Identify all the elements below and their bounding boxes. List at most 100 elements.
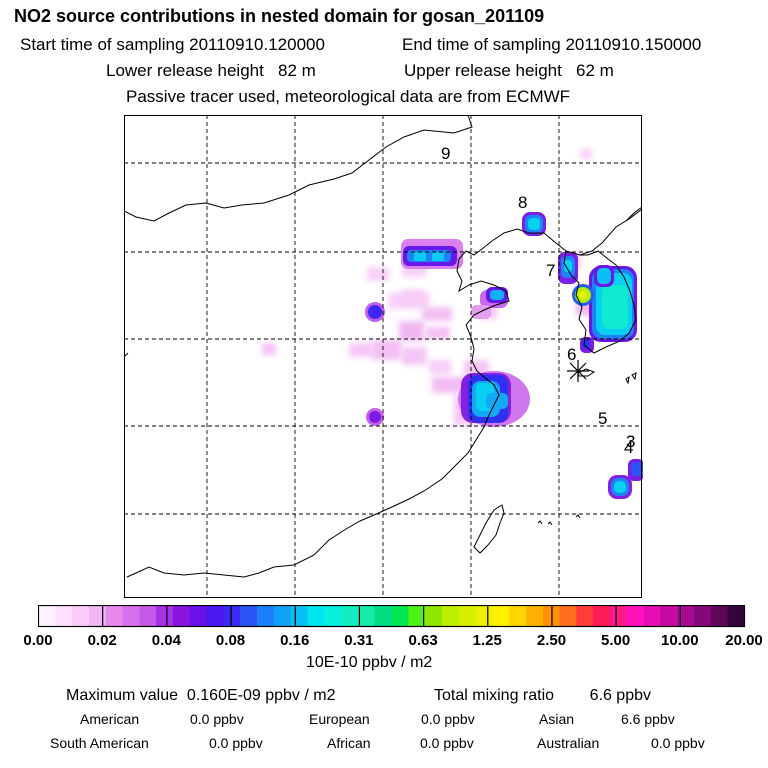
plume-shandong — [490, 290, 504, 300]
map-label-5: 5 — [598, 409, 607, 428]
island-jeju — [577, 368, 596, 377]
colorbar-tick-label: 0.63 — [408, 632, 438, 649]
colorbar — [38, 605, 746, 628]
colorbar-tick-label: 20.00 — [725, 632, 763, 649]
colorbar-cell — [105, 605, 123, 627]
map-labels: 9 8 7 6 5 3 4 — [441, 144, 635, 457]
colorbar-cell — [509, 605, 527, 627]
start-time-label: Start time of sampling 20110910.120000 — [20, 35, 325, 54]
colorbar-cell — [475, 605, 493, 627]
colorbar-cell — [273, 605, 292, 627]
asian-label: Asian — [539, 711, 575, 727]
colorbar-tick-label: 1.25 — [472, 632, 502, 649]
colorbar-cell — [626, 605, 645, 627]
colorbar-cell — [374, 605, 392, 627]
coastline-layer — [124, 115, 643, 578]
plume-east-edge — [631, 462, 643, 476]
plume-layer — [365, 212, 643, 499]
plume-south — [369, 411, 381, 423]
map-label-4: 4 — [624, 438, 633, 457]
colorbar-cell — [710, 605, 729, 627]
colorbar-cell — [610, 605, 628, 627]
south-american-label: South American — [50, 735, 149, 751]
plume-korea-west — [564, 260, 572, 272]
colorbar-cell — [72, 605, 90, 627]
colorbar-cell — [189, 605, 207, 627]
maximum-value: Maximum value 0.160E-09 ppbv / m2 — [66, 687, 336, 704]
plume-north-korea — [528, 218, 540, 230]
plot-title: NO2 source contributions in nested domai… — [14, 6, 545, 26]
total-mixing-ratio: Total mixing ratio 6.6 ppbv — [434, 687, 651, 704]
colorbar-cell — [643, 605, 661, 627]
upper-release-height-label: Upper release height 62 m — [404, 61, 614, 80]
haze-patch — [399, 321, 424, 341]
colorbar-cell — [240, 605, 258, 627]
map-label-9: 9 — [441, 144, 450, 163]
american-label: American — [80, 711, 140, 727]
colorbar-cell — [694, 605, 712, 627]
haze-patch — [426, 327, 450, 339]
colorbar-cell — [525, 605, 544, 627]
plume-beijing — [414, 252, 426, 261]
haze-patch — [429, 360, 451, 374]
grid-lines — [124, 115, 642, 598]
border-mongolia — [124, 115, 473, 222]
map-label-3: 3 — [626, 432, 635, 451]
plume-korea — [602, 285, 628, 329]
colorbar-cell — [677, 605, 695, 627]
plume-korea — [597, 268, 611, 284]
islet — [547, 521, 553, 526]
colorbar-tick-label: 5.00 — [601, 632, 631, 649]
colorbar-cell — [324, 605, 342, 627]
colorbar-cell — [425, 605, 443, 627]
african-value: 0.0 ppbv — [420, 735, 474, 751]
coastline-northeast — [625, 206, 643, 222]
map-label-8: 8 — [518, 193, 527, 212]
colorbar-cell — [307, 605, 325, 627]
colorbar-units: 10E-10 ppbv / m2 — [306, 654, 433, 671]
haze-patch — [422, 307, 452, 321]
colorbar-cell — [391, 605, 409, 627]
colorbar-cell — [458, 605, 476, 627]
colorbar-cell — [156, 605, 174, 627]
colorbar-dividers — [102, 605, 681, 627]
colorbar-frame — [38, 605, 746, 628]
plume-korea-south — [582, 339, 590, 349]
colorbar-cell — [441, 605, 460, 627]
australian-value: 0.0 ppbv — [651, 735, 705, 751]
map-panel: 9 8 7 6 5 3 4 — [124, 115, 643, 598]
colorbar-cell — [172, 605, 191, 627]
colorbar-cell — [357, 605, 376, 627]
colorbar-tick-label: 10.00 — [661, 632, 699, 649]
map-label-7: 7 — [546, 261, 555, 280]
colorbar-cell — [593, 605, 611, 627]
south-american-value: 0.0 ppbv — [209, 735, 263, 751]
colorbar-cell — [55, 605, 73, 627]
plume-kyushu — [614, 481, 626, 493]
haze-patch — [389, 293, 429, 309]
plume-beijing — [432, 252, 444, 261]
islet — [575, 514, 581, 519]
haze-patch — [432, 377, 467, 393]
islet — [537, 520, 543, 525]
plume-seoul — [579, 291, 587, 299]
colorbar-cell — [38, 605, 56, 627]
colorbar-cells — [38, 605, 745, 627]
colorbar-cell — [492, 605, 510, 627]
haze-patch — [349, 343, 374, 357]
island-taiwan — [473, 504, 505, 554]
plume-shanghai — [486, 393, 508, 409]
colorbar-tick-label: 0.31 — [344, 632, 374, 649]
map-label-6: 6 — [567, 345, 576, 364]
american-value: 0.0 ppbv — [190, 711, 244, 727]
colorbar-cell — [290, 605, 308, 627]
australian-label: Australian — [537, 735, 600, 751]
haze-patch — [580, 149, 592, 159]
tracer-note: Passive tracer used, meteorological data… — [126, 87, 571, 106]
colorbar-tick-label: 0.08 — [215, 632, 246, 649]
map-frame — [124, 115, 642, 598]
plume-west — [368, 305, 382, 319]
colorbar-tick-label: 2.50 — [536, 632, 567, 649]
colorbar-tick-label: 0.04 — [151, 632, 181, 649]
colorbar-cell — [223, 605, 241, 627]
